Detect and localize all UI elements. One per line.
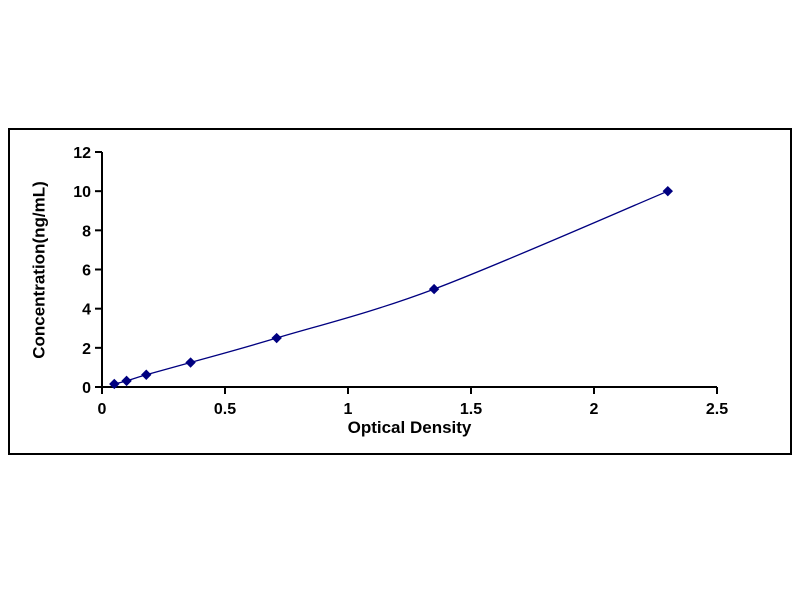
y-tick-label: 4: [82, 302, 91, 319]
y-tick-label: 0: [82, 380, 91, 397]
x-tick-label: 2: [590, 401, 599, 418]
standard-curve-plot: 0 2 4 6 8 10 12 0 0.5 1 1.5 2 2.5: [73, 145, 728, 418]
y-tick-label: 8: [82, 223, 91, 240]
data-point-marker: [185, 357, 196, 368]
y-tick-label: 2: [82, 341, 91, 358]
x-axis-title: Optical Density: [347, 418, 472, 437]
y-tick-label: 12: [73, 145, 91, 162]
y-tick-label: 10: [73, 184, 91, 201]
data-point-marker: [109, 378, 120, 390]
x-tick-label: 0: [98, 401, 107, 418]
data-point-marker: [121, 375, 132, 387]
data-point-marker: [271, 332, 282, 344]
y-axis-title: Concentration(ng/mL): [29, 181, 49, 359]
data-point-marker: [428, 283, 440, 295]
x-tick-label: 0.5: [214, 401, 236, 418]
x-tick-label: 1.5: [460, 401, 482, 418]
series-line: [114, 190, 669, 385]
x-tick-label: 2.5: [706, 401, 728, 418]
x-tick-label: 1: [344, 401, 353, 418]
chart-frame: 0 2 4 6 8 10 12 0 0.5 1 1.5 2 2.5 Concentration(ng/m…: [8, 128, 792, 455]
data-point-marker: [662, 185, 674, 197]
data-point-marker: [141, 369, 152, 380]
y-tick-label: 6: [82, 263, 91, 280]
